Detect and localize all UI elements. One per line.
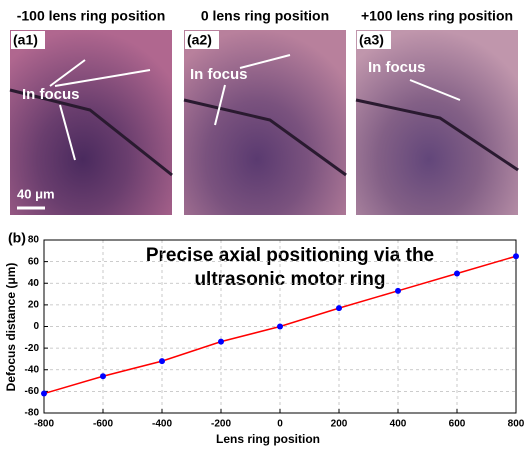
panel-title: -100 lens ring position [17,8,166,24]
y-tick-label: -80 [25,408,40,419]
x-tick-label: 800 [508,419,525,430]
y-tick-label: 60 [28,256,40,267]
x-tick-label: -400 [152,419,172,430]
x-tick-label: 0 [277,419,283,430]
x-tick-label: -600 [93,419,113,430]
panel-label: (a3) [359,32,384,48]
data-point [100,373,106,379]
x-tick-label: -800 [34,419,54,430]
scale-bar-label: 40 μm [17,186,55,201]
annotation: In focus [368,59,426,76]
y-tick-label: -40 [25,364,40,375]
data-point [41,391,47,397]
micrograph [356,30,518,215]
annotation: In focus [190,66,248,83]
annotation: Precise axial positioning via the [146,245,434,266]
annotation: In focus [22,86,80,103]
y-tick-label: -60 [25,386,40,397]
data-point [513,253,519,259]
y-tick-label: 40 [28,278,40,289]
micrograph [184,30,346,215]
x-tick-label: 600 [449,419,466,430]
panel-label: (a1) [13,32,38,48]
x-tick-label: 200 [331,419,348,430]
y-axis-label: Defocus distance (μm) [4,263,18,392]
data-point [395,288,401,294]
x-tick-label: -200 [211,419,231,430]
data-point [159,358,165,364]
y-tick-label: 80 [28,235,40,246]
panel-label: (b) [8,230,26,246]
data-point [277,324,283,330]
x-tick-label: 400 [390,419,407,430]
y-tick-label: 20 [28,300,40,311]
data-point [454,271,460,277]
figure: -100 lens ring position 0 lens ring posi… [0,0,530,449]
annotation: ultrasonic motor ring [194,269,385,290]
y-tick-label: 0 [33,321,39,332]
x-axis-label: Lens ring position [216,432,320,446]
panel-title: +100 lens ring position [361,8,513,24]
data-point [218,339,224,345]
y-tick-label: -20 [25,343,40,354]
panel-title: 0 lens ring position [201,8,329,24]
data-point [336,305,342,311]
panel-label: (a2) [187,32,212,48]
